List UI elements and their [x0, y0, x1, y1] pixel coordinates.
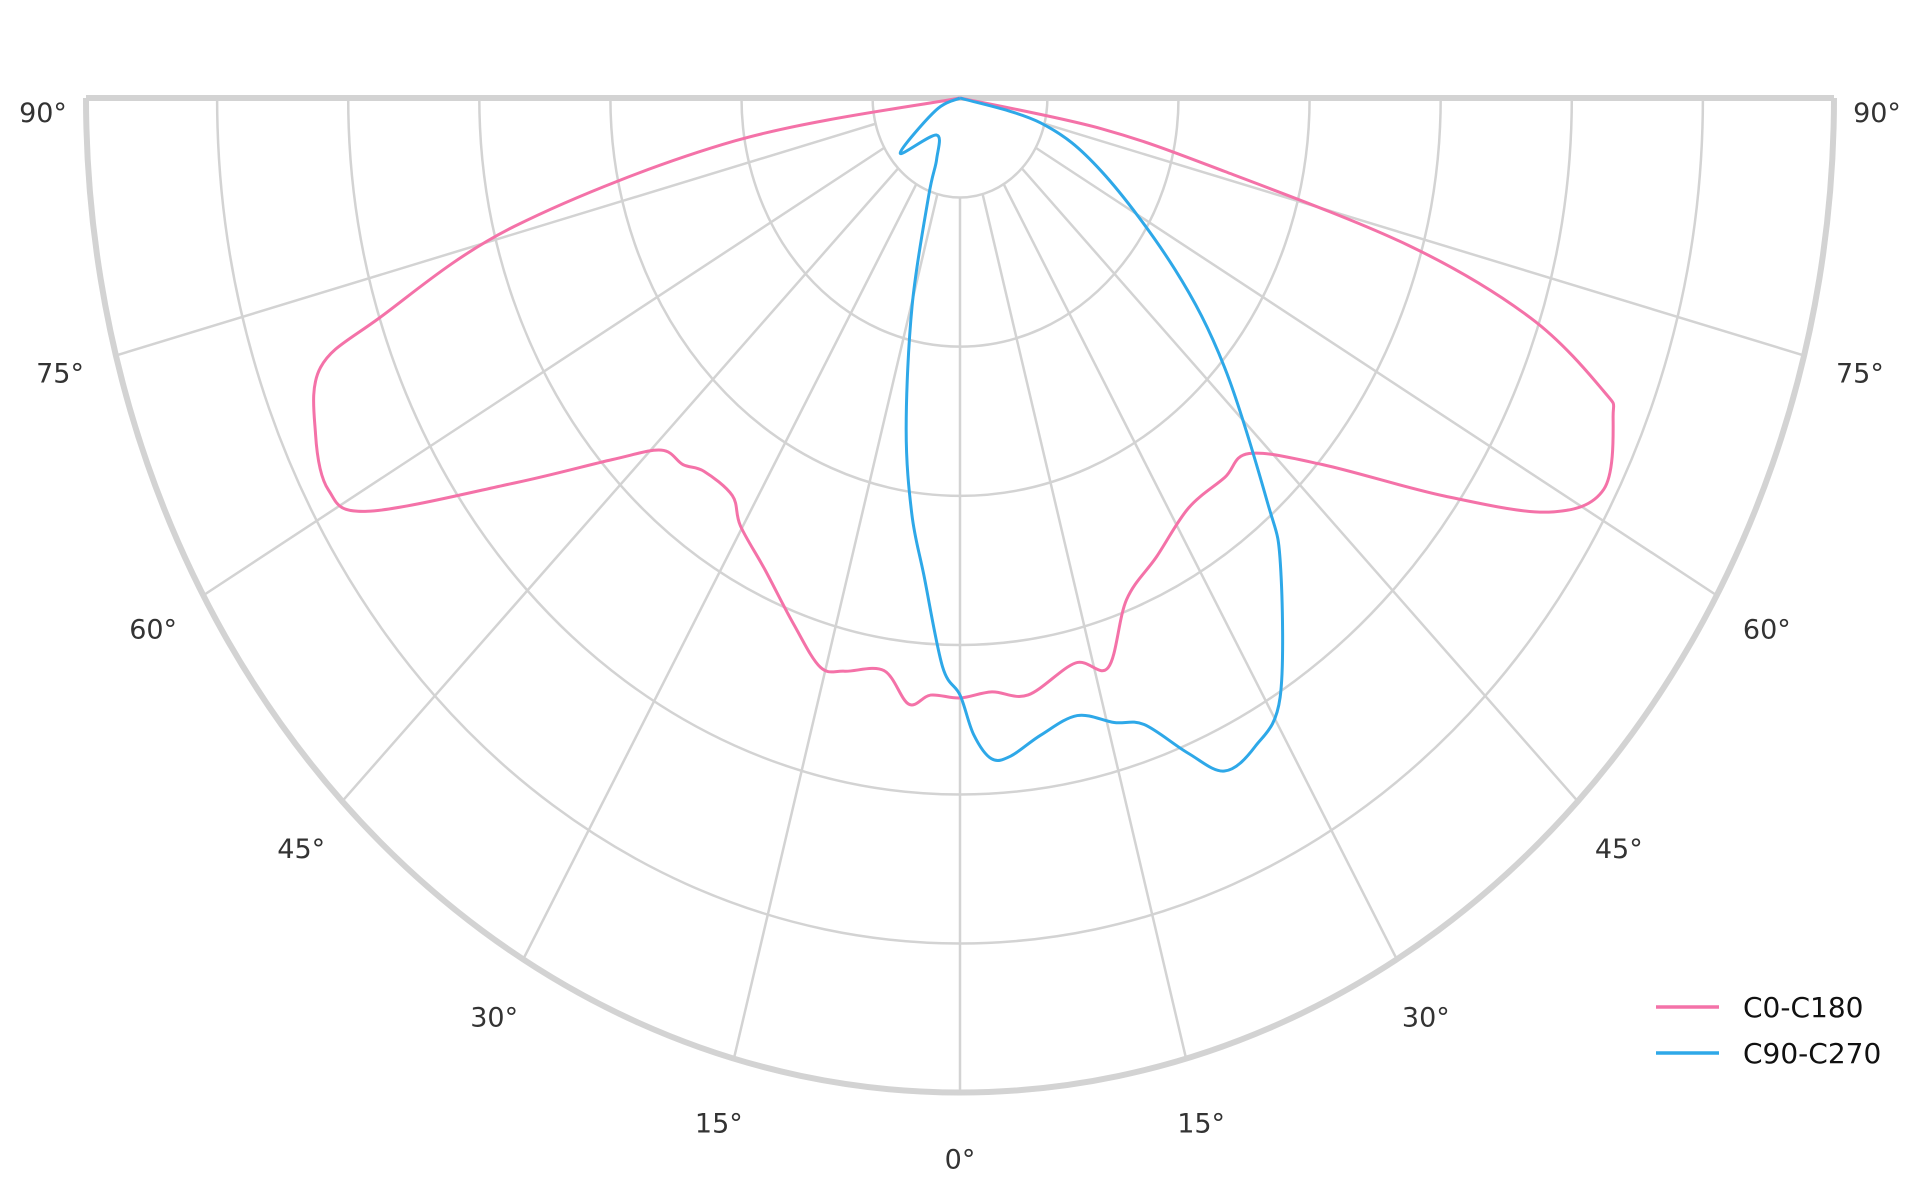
- angle-spoke: [202, 146, 885, 597]
- series-curves: [312, 96, 1616, 773]
- angle-spoke: [115, 122, 876, 357]
- angle-tick-label: 45°: [277, 834, 325, 865]
- legend-label-c90-c270: C90-C270: [1743, 1037, 1881, 1070]
- series-curve-c90-c270: [898, 96, 1285, 773]
- radial-ring: [871, 97, 1049, 199]
- angle-tick-labels: 90° 75° 60° 45° 30° 15° 0° 15° 30° 45° 60° 75° 90°: [19, 98, 1901, 1176]
- angle-tick-label: 90°: [19, 98, 67, 129]
- angle-spoke: [1035, 146, 1718, 597]
- angle-tick-label: 15°: [695, 1109, 743, 1140]
- angle-spoke: [1002, 183, 1399, 961]
- legend: C0-C180 C90-C270: [1656, 991, 1881, 1070]
- angle-spoke: [1020, 167, 1579, 803]
- angle-tick-label: 75°: [1836, 359, 1884, 390]
- angle-spoke: [1044, 122, 1805, 357]
- angle-tick-label: 15°: [1177, 1109, 1225, 1140]
- angle-tick-label: 30°: [470, 1003, 518, 1034]
- angle-tick-label: 75°: [36, 359, 84, 390]
- angle-spoke: [732, 193, 939, 1060]
- angle-tick-label: 60°: [129, 614, 177, 645]
- angle-tick-label: 45°: [1595, 834, 1643, 865]
- angle-spoke: [341, 167, 900, 803]
- angle-tick-label: 90°: [1853, 98, 1901, 129]
- angle-spoke: [981, 193, 1188, 1060]
- polar-grid: [83, 95, 1837, 1096]
- angle-tick-label: 60°: [1743, 614, 1791, 645]
- angle-tick-label: 30°: [1402, 1003, 1450, 1034]
- angle-tick-label: 0°: [945, 1145, 976, 1176]
- series-curve-c0-c180: [312, 96, 1616, 707]
- angle-spoke: [521, 183, 918, 961]
- legend-label-c0-c180: C0-C180: [1743, 991, 1863, 1024]
